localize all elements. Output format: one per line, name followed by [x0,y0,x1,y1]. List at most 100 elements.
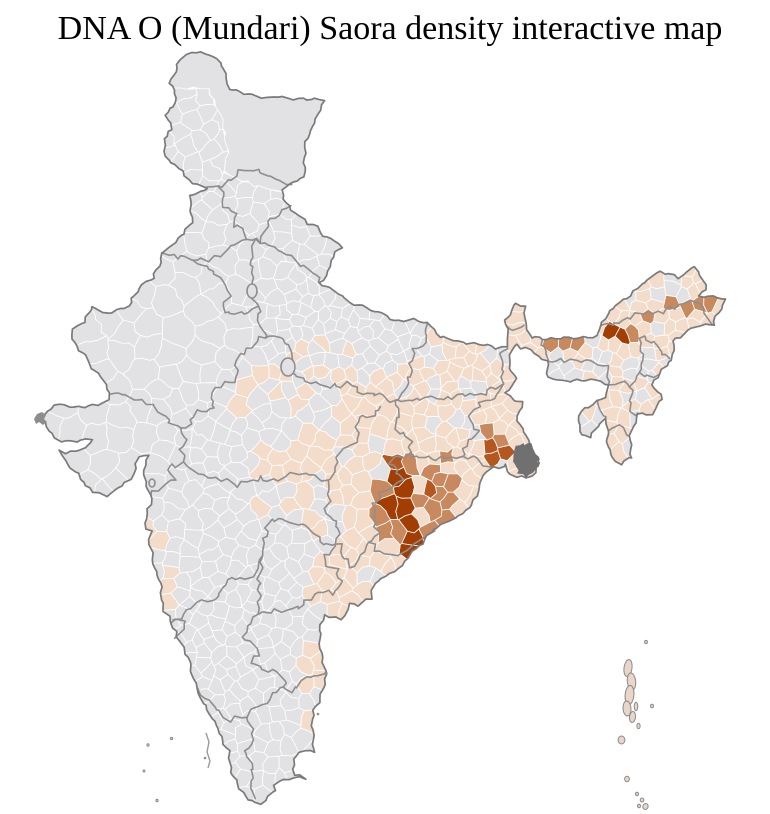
district-shape[interactable] [174,428,193,448]
district-shape[interactable] [301,507,326,531]
andaman-island[interactable] [644,639,648,645]
district-shape[interactable] [179,539,201,558]
district-shape[interactable] [166,518,187,540]
district-shape[interactable] [161,551,181,569]
district-shape[interactable] [217,655,237,670]
district-shape[interactable] [262,547,282,570]
district-shape[interactable] [344,364,359,384]
district-shape[interactable] [234,502,258,527]
district-shape[interactable] [278,497,303,516]
district-shape[interactable] [162,487,190,510]
nicobar-island[interactable] [642,803,649,810]
district-shape[interactable] [257,317,279,336]
district-shape[interactable] [273,260,297,281]
district-shape[interactable] [347,309,361,329]
district-shape[interactable] [622,367,638,382]
district-shape[interactable] [425,374,442,390]
district-shape[interactable] [189,447,208,465]
district-shape[interactable] [207,585,228,603]
district-shape[interactable] [271,231,293,250]
district-shape[interactable] [351,396,379,417]
district-shape[interactable] [453,479,475,503]
district-shape[interactable] [224,430,243,447]
district-shape[interactable] [236,738,256,757]
district-shape[interactable] [342,340,357,359]
andaman-island[interactable] [622,700,632,717]
district-shape[interactable] [650,320,665,337]
district-shape[interactable] [386,466,413,488]
district-shape[interactable] [492,433,510,449]
district-shape[interactable] [265,303,281,319]
andaman-island[interactable] [617,735,626,745]
lakshadweep-island[interactable] [155,798,159,803]
district-shape[interactable] [205,203,231,226]
lakshadweep-island[interactable] [142,769,146,773]
district-shape[interactable] [173,571,191,592]
district-shape[interactable] [195,642,212,659]
district-shape[interactable] [151,284,185,318]
district-shape[interactable] [558,359,576,377]
district-shape[interactable] [299,455,323,483]
district-shape[interactable] [198,508,220,532]
district-shape[interactable] [295,673,315,694]
district-shape[interactable] [201,190,224,211]
district-shape[interactable] [230,544,250,568]
district-shape[interactable] [405,386,424,407]
nicobar-island[interactable] [637,803,641,809]
district-shape[interactable] [270,430,292,453]
district-shape[interactable] [278,719,302,738]
district-shape[interactable] [607,335,623,355]
district-shape[interactable] [353,508,375,534]
andaman-island[interactable] [636,722,641,730]
district-shape[interactable] [337,465,353,486]
district-shape[interactable] [223,461,251,480]
nicobar-island[interactable] [624,775,630,783]
district-shape[interactable] [256,485,282,508]
district-shape[interactable] [311,319,326,336]
district-shape[interactable] [207,614,227,631]
district-shape[interactable] [197,532,219,555]
district-shape[interactable] [448,357,469,369]
district-shape[interactable] [377,328,399,347]
district-shape[interactable] [200,661,217,681]
district-shape[interactable] [307,339,327,357]
district-shape[interactable] [310,294,326,312]
district-shape[interactable] [287,263,308,285]
district-shape[interactable] [269,397,292,419]
district-shape[interactable] [273,588,293,607]
district-shape[interactable] [429,485,449,503]
district-shape[interactable] [208,571,231,588]
nicobar-island[interactable] [635,791,639,797]
district-shape[interactable] [411,475,428,495]
district-shape[interactable] [105,421,135,454]
district-shape[interactable] [445,427,460,448]
district-shape[interactable] [178,380,200,406]
district-shape[interactable] [197,622,215,640]
district-shape[interactable] [249,201,270,225]
district-shape[interactable] [383,438,406,457]
district-shape[interactable] [264,653,283,677]
district-shape[interactable] [411,412,428,429]
district-shape[interactable] [248,458,273,481]
district-shape[interactable] [385,371,404,393]
andaman-island[interactable] [650,703,654,709]
district-shape[interactable] [331,398,353,424]
andaman-island[interactable] [633,701,639,712]
district-shape[interactable] [614,326,631,345]
district-shape[interactable] [306,375,324,395]
district-shape[interactable] [434,389,452,407]
andaman-island[interactable] [628,711,637,723]
district-shape[interactable] [272,641,291,660]
district-shape[interactable] [416,335,432,357]
district-shape[interactable] [327,305,343,322]
district-shape[interactable] [395,495,416,520]
district-shape[interactable] [297,243,319,263]
district-shape[interactable] [482,450,501,469]
district-shape[interactable] [269,464,288,486]
district-shape[interactable] [350,469,373,494]
district-shape[interactable] [134,332,163,361]
district-shape[interactable] [351,426,371,444]
andaman-island[interactable] [623,659,633,677]
lakshadweep-island[interactable] [146,743,150,747]
district-shape[interactable] [295,654,315,676]
